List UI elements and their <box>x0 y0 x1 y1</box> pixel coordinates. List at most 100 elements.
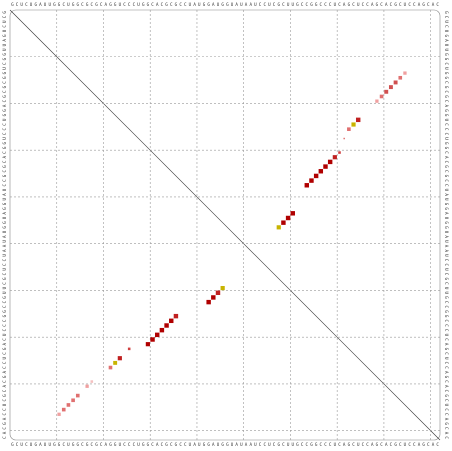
pair-dot <box>164 323 169 328</box>
sequence-letter: G <box>444 95 449 98</box>
sequence-letter: U <box>198 442 201 447</box>
sequence-letter: C <box>444 366 449 369</box>
sequence-letter: A <box>444 212 449 215</box>
sequence-letter: C <box>444 151 449 154</box>
sequence-letter: U <box>20 2 23 7</box>
sequence-letter: U <box>334 442 337 447</box>
sequence-letter: A <box>2 193 7 196</box>
pair-dot <box>113 360 118 365</box>
pair-dot <box>313 173 319 179</box>
sequence-letter: C <box>444 324 449 327</box>
sequence-letter: U <box>30 442 33 447</box>
sequence-letter: U <box>137 2 140 7</box>
sequence-letter: C <box>128 2 131 7</box>
sequence-letter: A <box>2 417 7 420</box>
pair-dot <box>127 347 131 351</box>
sequence-letter: G <box>34 2 37 7</box>
sequence-letter: C <box>338 2 341 7</box>
sequence-letter: C <box>444 184 449 187</box>
sequence-letter: C <box>2 427 7 430</box>
sequence-letter: C <box>100 442 103 447</box>
sequence-letter: G <box>221 2 224 7</box>
sequence-letter: C <box>2 62 7 65</box>
sequence-letter: A <box>2 342 7 345</box>
sequence-letter: C <box>436 442 439 447</box>
sequence-letter: C <box>427 2 430 7</box>
sequence-letter: G <box>2 174 7 177</box>
pair-dot <box>398 75 403 80</box>
sequence-letter: A <box>385 2 388 7</box>
sequence-letter: C <box>2 99 7 102</box>
sequence-letter: C <box>273 442 276 447</box>
sequence-letter: C <box>123 442 126 447</box>
sequence-letter: G <box>444 422 449 425</box>
pair-dot <box>347 127 351 131</box>
sequence-letter: A <box>444 105 449 108</box>
sequence-letter: C <box>399 2 402 7</box>
sequence-letter: A <box>193 442 196 447</box>
sequence-letter: G <box>444 296 449 299</box>
sequence-letter: U <box>20 442 23 447</box>
sequence-letter: C <box>123 2 126 7</box>
sequence-letter: A <box>105 2 108 7</box>
sequence-letter: C <box>259 442 262 447</box>
sequence-letter: G <box>444 226 449 229</box>
sequence-letter: C <box>444 413 449 416</box>
pair-dot <box>327 159 333 165</box>
sequence-letter: G <box>2 310 7 313</box>
sequence-letter: C <box>444 170 449 173</box>
sequence-letter: A <box>2 244 7 247</box>
sequence-letter: C <box>81 442 84 447</box>
sequence-letter: C <box>444 263 449 266</box>
sequence-letter: G <box>310 442 313 447</box>
sequence-letter: U <box>268 2 271 7</box>
sequence-letter: C <box>161 2 164 7</box>
sequence-letter: U <box>2 198 7 201</box>
sequence-letter: G <box>2 57 7 60</box>
sequence-letter: G <box>2 202 7 205</box>
sequence-letter: C <box>2 389 7 392</box>
pair-dot <box>75 393 80 398</box>
sequence-letter: G <box>72 442 75 447</box>
sequence-letter: G <box>77 2 80 7</box>
sequence-letter: G <box>2 71 7 74</box>
sequence-letter: C <box>444 380 449 383</box>
sequence-letter: C <box>170 442 173 447</box>
sequence-letter: C <box>259 2 262 7</box>
sequence-letter: G <box>444 11 449 14</box>
sequence-letter: G <box>2 34 7 37</box>
sequence-letter: A <box>444 385 449 388</box>
sequence-letter: C <box>179 2 182 7</box>
sequence-letter: C <box>444 329 449 332</box>
sequence-letter: A <box>371 2 374 7</box>
sequence-letter: G <box>2 226 7 229</box>
sequence-letter: C <box>320 2 323 7</box>
sequence-letter: G <box>2 277 7 280</box>
sequence-letter: U <box>2 403 7 406</box>
pair-dot <box>290 211 295 216</box>
sequence-letter: G <box>444 114 449 117</box>
sequence-letter: C <box>2 338 7 341</box>
sequence-letter: C <box>399 442 402 447</box>
sequence-letter: A <box>2 249 7 252</box>
sequence-letter: U <box>2 230 7 233</box>
sequence-letter: C <box>282 442 285 447</box>
sequence-letter: U <box>2 118 7 121</box>
sequence-letter: U <box>357 442 360 447</box>
sequence-letter: U <box>217 442 220 447</box>
pair-dot <box>211 295 216 300</box>
sequence-letter: U <box>217 2 220 7</box>
pair-dot <box>90 380 94 383</box>
sequence-letter: A <box>444 245 449 248</box>
sequence-letter: G <box>142 2 145 7</box>
sequence-letter: C <box>91 442 94 447</box>
sequence-letter: A <box>343 442 346 447</box>
sequence-letter: C <box>408 2 411 7</box>
sequence-letter: A <box>418 2 421 7</box>
sequence-letter: G <box>221 442 224 447</box>
sequence-letter: G <box>444 207 449 210</box>
sequence-letter: G <box>2 53 7 56</box>
sequence-letter: A <box>193 2 196 7</box>
sequence-letter: G <box>2 314 7 317</box>
pair-dot <box>215 290 221 295</box>
